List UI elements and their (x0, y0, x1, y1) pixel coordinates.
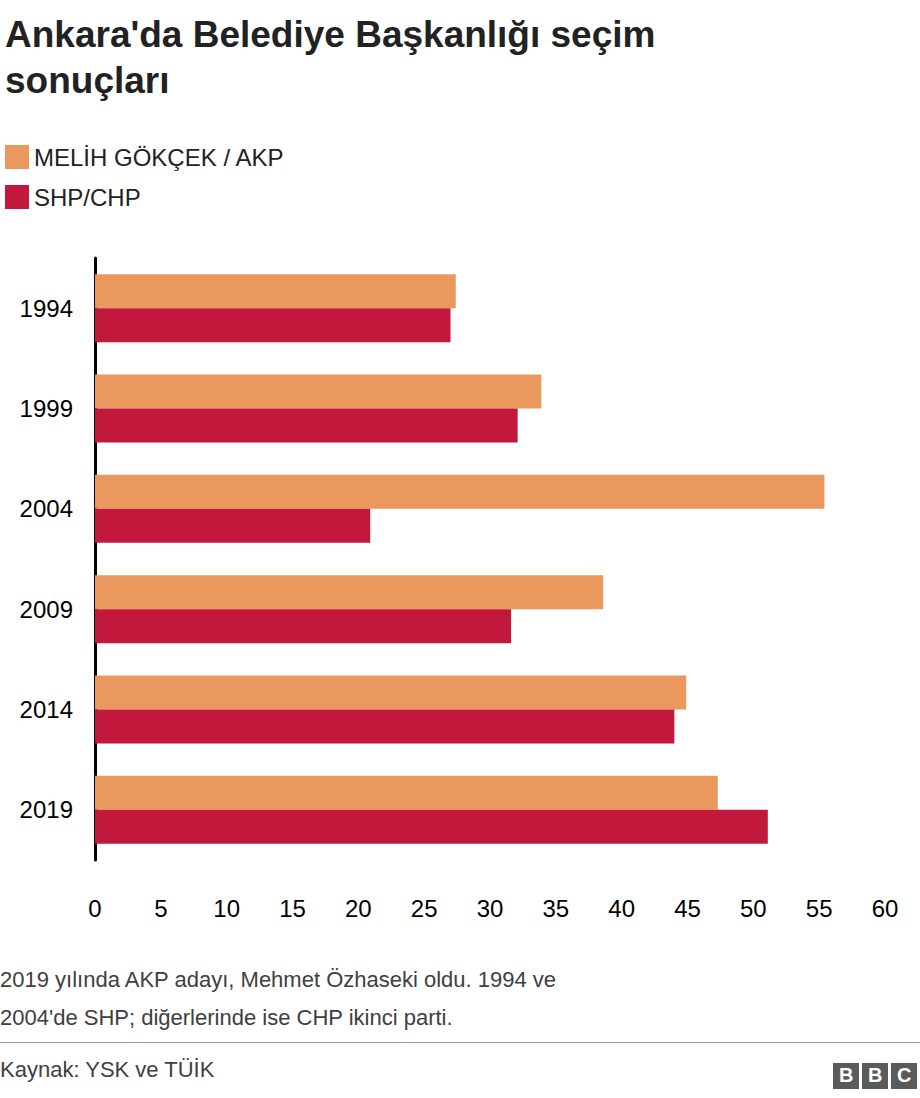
svg-text:1999: 1999 (20, 395, 73, 422)
svg-text:55: 55 (806, 895, 833, 922)
svg-text:0: 0 (88, 895, 101, 922)
svg-text:2004: 2004 (20, 495, 73, 522)
svg-text:1994: 1994 (20, 295, 73, 322)
svg-text:5: 5 (154, 895, 167, 922)
svg-text:MELİH GÖKÇEK / AKP: MELİH GÖKÇEK / AKP (34, 144, 283, 171)
svg-text:50: 50 (740, 895, 767, 922)
svg-text:35: 35 (542, 895, 569, 922)
svg-text:45: 45 (674, 895, 701, 922)
svg-text:SHP/CHP: SHP/CHP (34, 184, 141, 211)
svg-text:20: 20 (345, 895, 372, 922)
svg-text:B: B (868, 1064, 882, 1086)
svg-text:2014: 2014 (20, 696, 73, 723)
svg-text:2004'de SHP; diğerlerinde ise: 2004'de SHP; diğerlerinde ise CHP ikinci… (0, 1005, 453, 1030)
svg-text:Kaynak: YSK ve TÜİK: Kaynak: YSK ve TÜİK (0, 1057, 215, 1082)
svg-text:Ankara'da Belediye Başkanlığı: Ankara'da Belediye Başkanlığı seçim (5, 14, 666, 55)
svg-text:sonuçları: sonuçları (5, 60, 170, 101)
svg-text:15: 15 (279, 895, 306, 922)
svg-text:60: 60 (872, 895, 899, 922)
svg-text:25: 25 (411, 895, 438, 922)
svg-text:C: C (897, 1064, 911, 1086)
svg-text:40: 40 (608, 895, 635, 922)
svg-text:30: 30 (477, 895, 504, 922)
svg-text:2009: 2009 (20, 596, 73, 623)
svg-text:B: B (839, 1064, 853, 1086)
svg-text:2019 yılında AKP adayı, Mehmet: 2019 yılında AKP adayı, Mehmet Özhaseki … (0, 967, 556, 992)
svg-text:2019: 2019 (20, 796, 73, 823)
svg-text:10: 10 (213, 895, 240, 922)
